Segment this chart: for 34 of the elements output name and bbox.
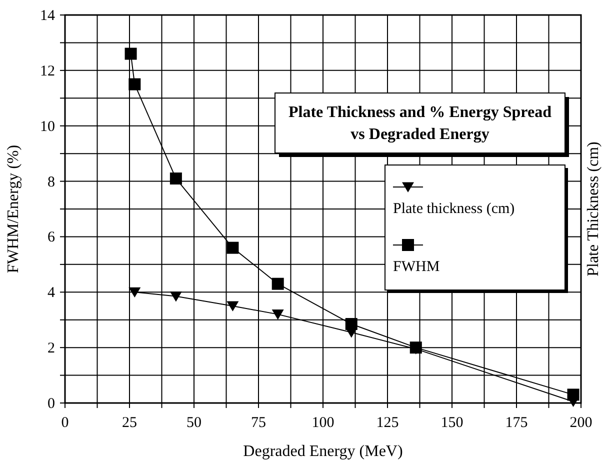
x-tick-label: 125	[376, 415, 399, 431]
point	[272, 278, 284, 290]
legend-label: FWHM	[393, 259, 440, 275]
x-tick-label: 100	[312, 415, 334, 431]
y-tick-label: 8	[48, 174, 55, 190]
y-tick-label: 12	[40, 63, 55, 80]
y-axis-title: FWHM/Energy (%)	[5, 144, 22, 274]
point	[226, 301, 239, 312]
point	[170, 172, 182, 185]
point	[128, 287, 141, 298]
y-tick-label: 2	[48, 340, 55, 357]
point	[226, 242, 239, 254]
y-tick-label: 14	[40, 8, 56, 24]
point	[124, 48, 137, 60]
y2-axis-title: Plate Thickness (cm)	[585, 142, 602, 276]
x-tick-label: 175	[505, 415, 528, 431]
point	[170, 292, 182, 302]
point	[345, 328, 358, 338]
point	[272, 310, 284, 320]
point	[567, 396, 580, 408]
legend-label: Plate thickness (cm)	[393, 201, 515, 217]
x-axis-title: Degraded Energy (MeV)	[243, 443, 403, 460]
x-tick-label: 150	[440, 415, 464, 431]
x-tick-label: 0	[61, 415, 69, 431]
y-tick-label: 10	[40, 118, 55, 135]
x-tick-label: 75	[251, 415, 266, 431]
x-tick-label: 25	[122, 415, 137, 431]
y-tick-label: 0	[48, 396, 55, 412]
x-tick-label: 50	[186, 415, 202, 431]
y-tick-label: 4	[48, 285, 56, 302]
x-tick-label: 200	[570, 415, 592, 431]
text: Plate Thickness and % Energy Spread vs Degraded Energy	[288, 104, 552, 143]
point	[128, 78, 141, 90]
y-tick-label: 6	[48, 230, 56, 246]
